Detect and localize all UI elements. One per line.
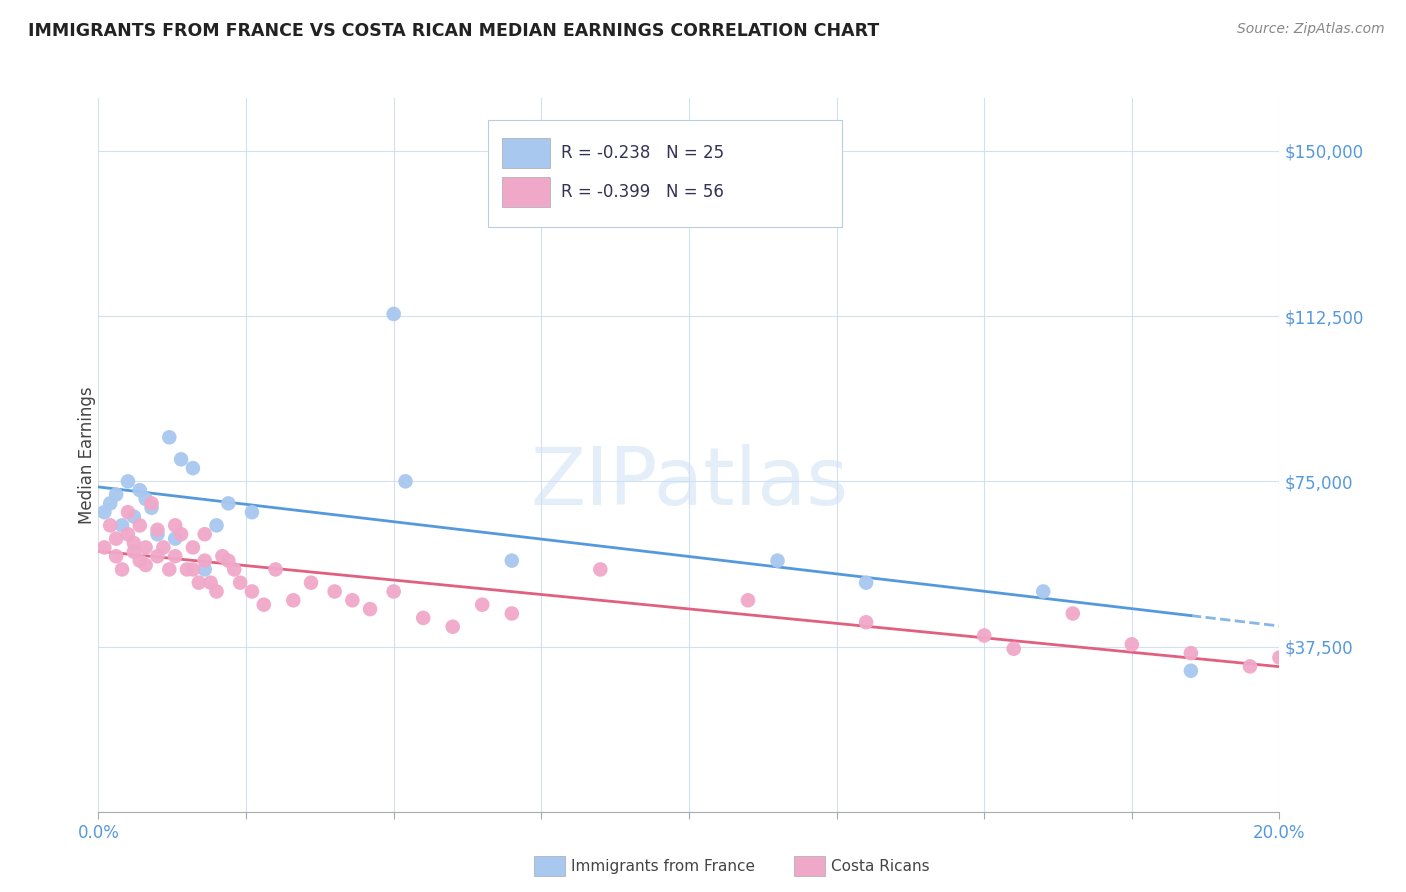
Point	[157, 562, 180, 576]
Point	[170, 452, 193, 467]
Y-axis label: Median Earnings: Median Earnings	[79, 386, 96, 524]
Point	[973, 628, 995, 642]
Point	[165, 532, 187, 546]
Text: R = -0.399   N = 56: R = -0.399 N = 56	[561, 183, 724, 201]
Point	[105, 487, 128, 501]
Point	[93, 541, 115, 555]
Point	[1239, 659, 1261, 673]
Point	[194, 527, 217, 541]
Point	[93, 505, 115, 519]
Point	[135, 491, 157, 506]
Point	[1180, 646, 1202, 660]
Point	[98, 518, 121, 533]
Point	[141, 500, 163, 515]
Point	[181, 461, 204, 475]
Point	[737, 593, 759, 607]
Point	[194, 554, 217, 568]
Point	[98, 496, 121, 510]
Point	[323, 584, 346, 599]
Text: Source: ZipAtlas.com: Source: ZipAtlas.com	[1237, 22, 1385, 37]
Point	[1032, 584, 1054, 599]
Point	[394, 475, 416, 489]
Point	[117, 505, 139, 519]
Point	[211, 549, 233, 564]
Point	[122, 509, 145, 524]
Point	[501, 607, 523, 621]
Point	[205, 584, 228, 599]
Point	[217, 554, 239, 568]
Point	[135, 558, 157, 572]
Point	[135, 541, 157, 555]
Point	[194, 562, 217, 576]
Point	[170, 527, 193, 541]
Text: Immigrants from France: Immigrants from France	[571, 859, 755, 873]
Point	[359, 602, 381, 616]
Point	[122, 545, 145, 559]
Point	[342, 593, 364, 607]
Point	[224, 562, 246, 576]
Point	[122, 536, 145, 550]
Point	[240, 505, 263, 519]
Point	[855, 615, 877, 630]
Text: IMMIGRANTS FROM FRANCE VS COSTA RICAN MEDIAN EARNINGS CORRELATION CHART: IMMIGRANTS FROM FRANCE VS COSTA RICAN ME…	[28, 22, 879, 40]
Bar	[502, 138, 550, 168]
Point	[128, 554, 150, 568]
Point	[501, 554, 523, 568]
Point	[253, 598, 276, 612]
Point	[146, 549, 169, 564]
Point	[283, 593, 305, 607]
Point	[1121, 637, 1143, 651]
Point	[299, 575, 322, 590]
Point	[264, 562, 287, 576]
Point	[240, 584, 263, 599]
Point	[146, 527, 169, 541]
Text: ZIPatlas: ZIPatlas	[530, 444, 848, 523]
Text: R = -0.238   N = 25: R = -0.238 N = 25	[561, 145, 724, 162]
Point	[1180, 664, 1202, 678]
Point	[382, 584, 405, 599]
Point	[152, 541, 174, 555]
Point	[176, 562, 198, 576]
Point	[128, 518, 150, 533]
Point	[471, 598, 494, 612]
Point	[1268, 650, 1291, 665]
Point	[855, 575, 877, 590]
Point	[128, 483, 150, 498]
Point	[412, 611, 434, 625]
Point	[382, 307, 405, 321]
Point	[181, 562, 204, 576]
Point	[165, 549, 187, 564]
Point	[229, 575, 252, 590]
Point	[157, 430, 180, 444]
Point	[1002, 641, 1025, 656]
Point	[105, 549, 128, 564]
Point	[181, 541, 204, 555]
Point	[205, 518, 228, 533]
Point	[217, 496, 239, 510]
Point	[111, 518, 134, 533]
Point	[200, 575, 222, 590]
Point	[589, 562, 612, 576]
Point	[105, 532, 128, 546]
Point	[441, 620, 464, 634]
Point	[141, 496, 163, 510]
Point	[766, 554, 789, 568]
Point	[165, 518, 187, 533]
Bar	[502, 177, 550, 207]
FancyBboxPatch shape	[488, 120, 842, 227]
Point	[111, 562, 134, 576]
Point	[146, 523, 169, 537]
Text: Costa Ricans: Costa Ricans	[831, 859, 929, 873]
Point	[187, 575, 209, 590]
Point	[117, 475, 139, 489]
Point	[1062, 607, 1084, 621]
Point	[117, 527, 139, 541]
